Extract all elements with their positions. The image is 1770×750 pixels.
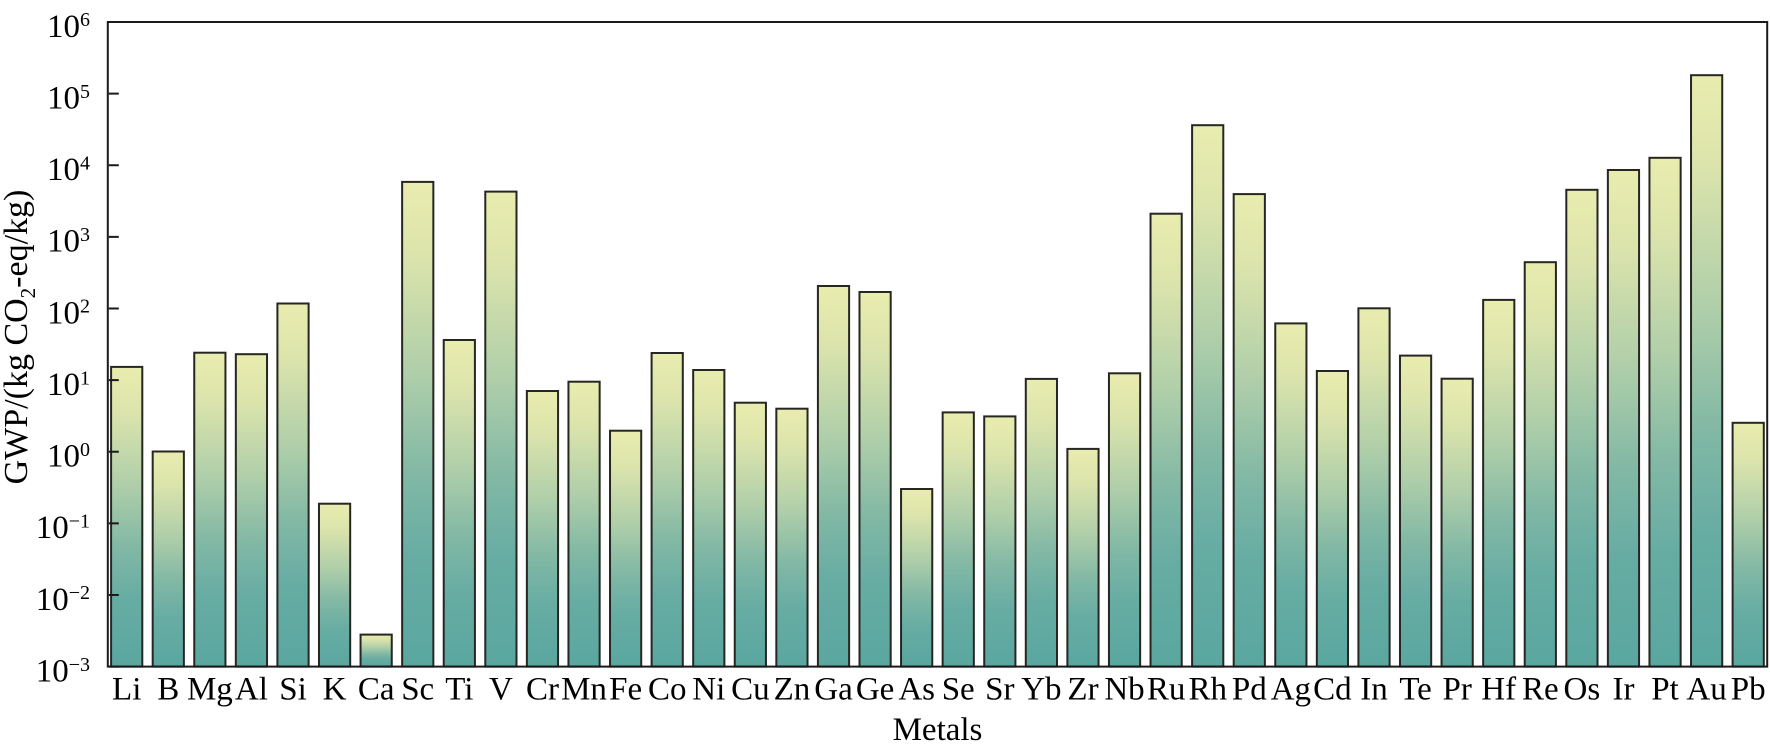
svg-text:Cr: Cr — [526, 672, 559, 708]
svg-text:10−1: 10−1 — [36, 510, 90, 546]
svg-text:GWP/(kg CO2-eq/kg): GWP/(kg CO2-eq/kg) — [0, 190, 40, 485]
svg-text:Sc: Sc — [401, 672, 434, 708]
svg-text:Ca: Ca — [358, 672, 395, 708]
svg-text:B: B — [157, 672, 179, 708]
svg-text:Au: Au — [1686, 672, 1726, 708]
svg-text:101: 101 — [47, 367, 90, 403]
svg-text:104: 104 — [47, 152, 90, 188]
svg-text:103: 103 — [47, 224, 90, 260]
svg-text:105: 105 — [47, 80, 90, 116]
svg-text:Zn: Zn — [774, 672, 811, 708]
svg-text:Ni: Ni — [692, 672, 725, 708]
svg-text:Ti: Ti — [445, 672, 473, 708]
svg-text:In: In — [1360, 672, 1388, 708]
svg-text:V: V — [489, 672, 513, 708]
svg-text:Ag: Ag — [1271, 672, 1311, 708]
svg-text:Mn: Mn — [561, 672, 607, 708]
svg-text:Re: Re — [1522, 672, 1559, 708]
svg-text:Ga: Ga — [814, 672, 853, 708]
svg-text:Cu: Cu — [731, 672, 770, 708]
svg-text:Se: Se — [942, 672, 975, 708]
svg-text:Yb: Yb — [1021, 672, 1061, 708]
svg-text:Zr: Zr — [1067, 672, 1098, 708]
svg-text:Mg: Mg — [187, 672, 233, 708]
svg-text:Hf: Hf — [1481, 672, 1516, 708]
svg-text:Pt: Pt — [1651, 672, 1679, 708]
svg-text:Pd: Pd — [1232, 672, 1267, 708]
svg-text:10−3: 10−3 — [36, 653, 90, 689]
svg-text:Te: Te — [1399, 672, 1432, 708]
svg-text:102: 102 — [47, 295, 90, 331]
svg-text:Al: Al — [235, 672, 268, 708]
svg-text:Cd: Cd — [1313, 672, 1352, 708]
svg-text:Sr: Sr — [985, 672, 1014, 708]
svg-text:As: As — [898, 672, 935, 708]
svg-text:Metals: Metals — [893, 712, 983, 748]
svg-text:Pr: Pr — [1443, 672, 1472, 708]
svg-text:Si: Si — [279, 672, 307, 708]
svg-text:Pb: Pb — [1731, 672, 1766, 708]
svg-text:Ge: Ge — [856, 672, 894, 708]
svg-text:K: K — [323, 672, 347, 708]
svg-text:106: 106 — [47, 9, 90, 45]
svg-text:100: 100 — [47, 439, 90, 475]
svg-text:Ru: Ru — [1147, 672, 1186, 708]
svg-text:Li: Li — [112, 672, 141, 708]
svg-text:Rh: Rh — [1188, 672, 1227, 708]
svg-text:Nb: Nb — [1104, 672, 1144, 708]
svg-text:Fe: Fe — [609, 672, 642, 708]
svg-text:Ir: Ir — [1613, 672, 1635, 708]
svg-text:Co: Co — [648, 672, 687, 708]
svg-text:10−2: 10−2 — [36, 582, 90, 618]
svg-text:Os: Os — [1564, 672, 1601, 708]
